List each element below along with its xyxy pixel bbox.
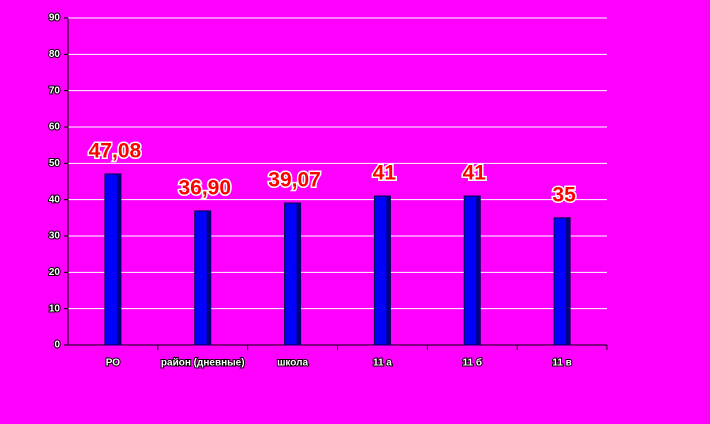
value-label: 47,08 xyxy=(89,139,142,162)
bar-side xyxy=(116,173,121,345)
y-tick-label: 50 xyxy=(49,158,61,169)
y-tick-label: 60 xyxy=(49,122,61,133)
y-tick-label: 10 xyxy=(49,303,61,314)
y-tick-label: 40 xyxy=(49,194,61,205)
y-tick-label: 20 xyxy=(49,267,61,278)
x-tick-label: школа xyxy=(277,358,308,369)
bar-side xyxy=(206,210,211,345)
bar-side xyxy=(566,217,571,345)
y-tick-label: 90 xyxy=(49,13,61,24)
y-tick-label: 0 xyxy=(54,340,60,351)
y-tick-label: 80 xyxy=(49,49,61,60)
value-label: 39,07 xyxy=(268,169,321,192)
value-label: 41 xyxy=(463,162,487,185)
bar-side xyxy=(476,196,481,345)
x-tick-label: район (дневные) xyxy=(161,358,245,369)
x-tick-label: 11 а xyxy=(373,358,392,369)
x-tick-label: РО xyxy=(106,358,121,369)
x-tick-label: 11 в xyxy=(552,358,572,369)
y-tick-label: 70 xyxy=(49,85,61,96)
value-label: 35 xyxy=(552,183,576,206)
bar-side xyxy=(386,196,391,345)
value-label: 41 xyxy=(373,162,397,185)
value-label: 36,90 xyxy=(178,176,231,199)
y-tick-label: 30 xyxy=(49,231,61,242)
bar-side xyxy=(296,203,301,345)
x-tick-label: 11 б xyxy=(462,357,482,369)
